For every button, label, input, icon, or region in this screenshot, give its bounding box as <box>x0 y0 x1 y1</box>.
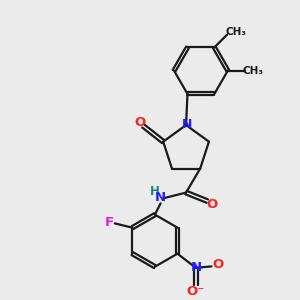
Text: O: O <box>206 198 217 211</box>
Text: N: N <box>155 191 166 204</box>
Text: O⁻: O⁻ <box>187 285 205 298</box>
Text: O: O <box>212 259 223 272</box>
Text: CH₃: CH₃ <box>225 27 246 37</box>
Text: O: O <box>134 116 146 129</box>
Text: F: F <box>105 216 114 229</box>
Text: H: H <box>150 185 160 198</box>
Text: N: N <box>190 261 201 274</box>
Text: CH₃: CH₃ <box>243 66 264 76</box>
Text: N: N <box>182 118 192 131</box>
